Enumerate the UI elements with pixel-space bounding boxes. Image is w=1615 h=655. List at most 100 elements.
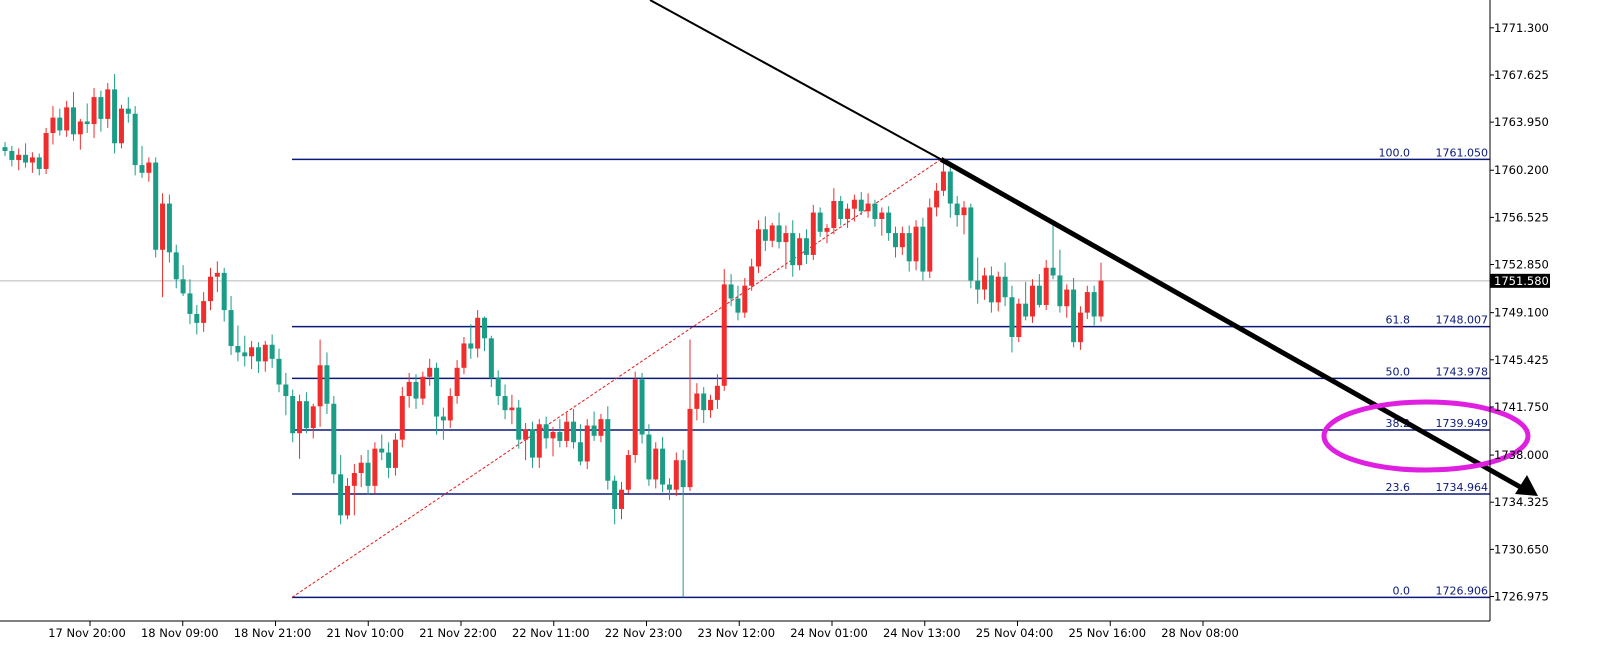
candle-body	[297, 401, 303, 434]
candle	[235, 325, 241, 362]
candle	[625, 449, 631, 494]
candle-body	[995, 276, 1001, 303]
candle-body	[495, 378, 501, 397]
candle-body	[392, 439, 398, 468]
candle	[262, 340, 268, 372]
candle	[98, 90, 104, 132]
y-tick-label: 1741.750	[1494, 400, 1549, 414]
candle-body	[125, 108, 131, 114]
candle-body	[557, 431, 563, 441]
trendline-arrow	[939, 157, 1524, 491]
candle-body	[276, 358, 282, 385]
x-tick-label: 18 Nov 09:00	[141, 626, 219, 640]
candle-body	[673, 460, 679, 490]
candle	[694, 383, 700, 421]
x-tick-label: 17 Nov 20:00	[48, 626, 126, 640]
candle	[920, 217, 926, 281]
candle-body	[803, 238, 809, 255]
candle-body	[1043, 267, 1049, 305]
candle	[529, 421, 535, 468]
candle	[427, 358, 433, 386]
candle-body	[29, 157, 35, 163]
candle	[742, 278, 748, 318]
candle	[810, 204, 816, 261]
candle-body	[810, 212, 816, 255]
candle	[139, 145, 145, 178]
candle	[1030, 279, 1035, 323]
candle	[646, 424, 652, 486]
candle-body	[283, 384, 289, 397]
y-tick-label: 1771.300	[1494, 21, 1549, 35]
fib-level-price: 1761.050	[1436, 146, 1489, 159]
candle-body	[1036, 285, 1042, 305]
candle-body	[338, 474, 344, 516]
candle-body	[50, 117, 56, 134]
candle	[701, 387, 707, 423]
candle	[208, 267, 213, 311]
candle-body	[708, 399, 714, 411]
candle	[934, 183, 940, 217]
candle-body	[427, 367, 433, 377]
candle-body	[865, 203, 871, 212]
candle-body	[845, 208, 851, 219]
y-tick-label: 1730.650	[1494, 542, 1549, 556]
candle-body	[769, 225, 775, 241]
candle	[297, 394, 303, 459]
candle	[838, 195, 844, 226]
candle-body	[858, 199, 864, 212]
candle-body	[2, 147, 8, 151]
candle	[927, 198, 933, 278]
candle-body	[118, 108, 124, 144]
candle-body	[180, 279, 186, 294]
candle	[968, 203, 974, 289]
candle-body	[358, 462, 364, 474]
candle-body	[221, 272, 227, 311]
candle-body	[639, 379, 645, 435]
candle-body	[1030, 285, 1035, 317]
candle-body	[838, 201, 844, 219]
candle	[516, 399, 522, 449]
y-tick-label: 1738.000	[1494, 448, 1549, 462]
candle-body	[646, 434, 652, 480]
candle	[797, 233, 803, 271]
candle-body	[1050, 267, 1056, 276]
fib-level-price: 1743.978	[1436, 365, 1489, 378]
candle	[166, 194, 172, 263]
candle	[269, 334, 275, 368]
candle	[735, 285, 741, 321]
candle-body	[1057, 275, 1063, 307]
candle-body	[132, 113, 138, 166]
candle-body	[550, 431, 556, 439]
candle	[434, 362, 440, 435]
candle	[324, 352, 330, 414]
candle-body	[625, 455, 631, 490]
candle-body	[413, 381, 419, 399]
fib-level-label: 100.0	[1379, 146, 1411, 159]
candle-body	[529, 429, 535, 458]
candle	[1057, 249, 1063, 313]
candle	[495, 370, 501, 406]
candle-body	[262, 344, 268, 362]
x-tick-label: 22 Nov 23:00	[605, 626, 683, 640]
candle	[982, 267, 988, 300]
candle-body	[660, 448, 666, 485]
candle	[605, 406, 611, 490]
x-tick-label: 24 Nov 13:00	[883, 626, 961, 640]
candle	[43, 127, 49, 175]
candle-body	[817, 212, 823, 232]
candle	[50, 106, 56, 145]
candle-body	[632, 379, 638, 456]
candle-body	[947, 171, 953, 204]
candle-body	[9, 150, 15, 160]
candle	[543, 416, 549, 449]
candle	[255, 342, 261, 373]
candle	[1050, 224, 1056, 280]
candle-body	[1064, 289, 1070, 307]
candle-body	[536, 424, 542, 458]
candle-body	[893, 233, 898, 248]
x-tick-label: 21 Nov 10:00	[326, 626, 404, 640]
candle	[1036, 274, 1042, 308]
candle	[680, 449, 686, 598]
candle	[488, 335, 494, 388]
